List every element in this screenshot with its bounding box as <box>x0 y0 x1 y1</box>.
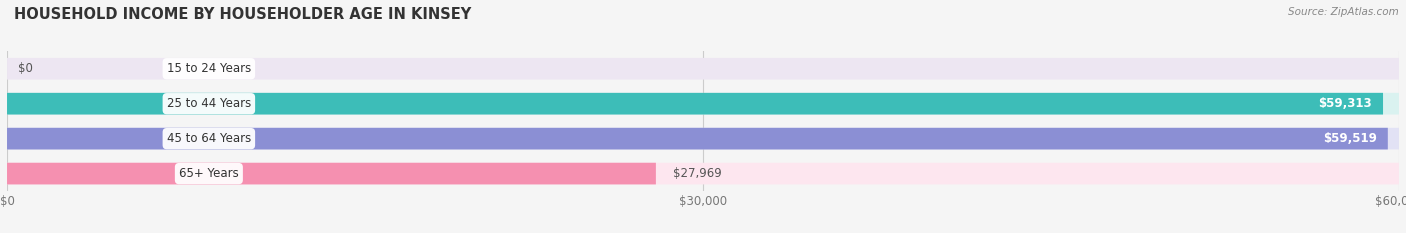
Text: HOUSEHOLD INCOME BY HOUSEHOLDER AGE IN KINSEY: HOUSEHOLD INCOME BY HOUSEHOLDER AGE IN K… <box>14 7 471 22</box>
FancyBboxPatch shape <box>7 128 1399 150</box>
Text: $27,969: $27,969 <box>672 167 721 180</box>
Text: 25 to 44 Years: 25 to 44 Years <box>167 97 252 110</box>
Text: Source: ZipAtlas.com: Source: ZipAtlas.com <box>1288 7 1399 17</box>
Text: 15 to 24 Years: 15 to 24 Years <box>167 62 252 75</box>
FancyBboxPatch shape <box>7 163 655 185</box>
FancyBboxPatch shape <box>7 93 1399 115</box>
FancyBboxPatch shape <box>7 163 1399 185</box>
FancyBboxPatch shape <box>7 58 1399 80</box>
Text: $0: $0 <box>18 62 32 75</box>
Text: $59,313: $59,313 <box>1319 97 1372 110</box>
Text: $59,519: $59,519 <box>1323 132 1376 145</box>
Text: 65+ Years: 65+ Years <box>179 167 239 180</box>
FancyBboxPatch shape <box>7 128 1388 150</box>
FancyBboxPatch shape <box>7 93 1384 115</box>
Text: 45 to 64 Years: 45 to 64 Years <box>167 132 252 145</box>
